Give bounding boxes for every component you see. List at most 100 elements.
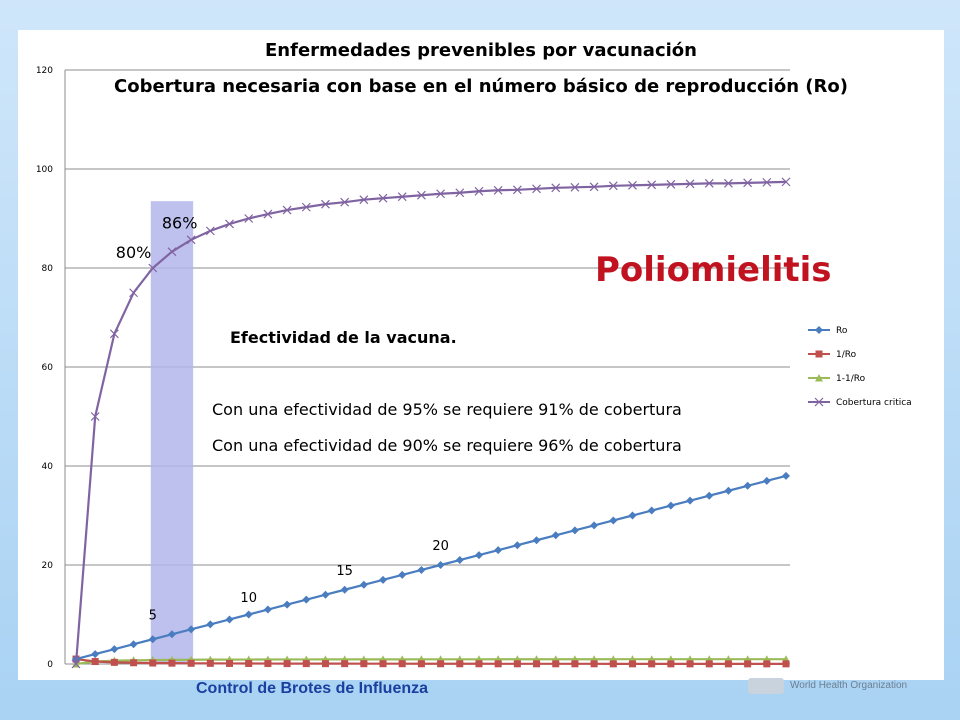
data-point [762, 177, 772, 187]
data-point [551, 183, 561, 193]
data-point [628, 180, 637, 190]
data-point [666, 501, 675, 510]
legend-marker [815, 374, 823, 382]
data-point [589, 182, 599, 192]
data-point [456, 660, 464, 668]
data-point [90, 412, 100, 421]
legend-label: 1-1/Ro [836, 374, 866, 384]
data-point [686, 496, 695, 505]
data-annotation: 86% [162, 213, 198, 232]
data-point [571, 660, 579, 668]
data-point [666, 179, 676, 189]
data-annotation: 10 [240, 591, 257, 606]
data-point [359, 195, 369, 205]
data-point [109, 329, 119, 339]
data-point [513, 660, 521, 668]
data-point [205, 226, 215, 236]
chart-subtitle: Cobertura necesaria con base en el númer… [114, 76, 848, 97]
data-point [91, 650, 100, 659]
effectiveness-line-90: Con una efectividad de 90% se requiere 9… [212, 436, 682, 455]
who-org-name: World Health Organization [790, 680, 908, 691]
data-point [110, 645, 119, 654]
data-point [648, 660, 656, 668]
legend-marker [815, 350, 823, 358]
y-tick-label: 80 [42, 264, 54, 274]
data-point [782, 471, 790, 480]
data-point [360, 660, 368, 668]
data-point [226, 659, 234, 667]
data-point [493, 185, 503, 195]
data-point [724, 660, 732, 668]
data-point [685, 179, 695, 189]
data-point [743, 178, 753, 188]
data-point [686, 660, 694, 668]
legend-label: Cobertura critica [836, 398, 912, 408]
series-line-cobertura-critica [74, 180, 787, 665]
data-point [782, 660, 790, 668]
data-point [552, 660, 560, 668]
data-point [570, 182, 580, 192]
data-point [608, 181, 618, 191]
data-point [283, 600, 292, 609]
data-annotation: 15 [336, 564, 353, 579]
who-logo: World Health Organization [748, 676, 918, 696]
data-point [398, 660, 406, 668]
data-point [149, 659, 157, 667]
slide-panel: 0 20 40 60 80 100 120 80% 86% 5 10 15 20 Ro 1/Ro 1-1/Ro… [18, 30, 944, 680]
data-point [341, 660, 349, 668]
data-point [225, 615, 234, 624]
data-point [455, 556, 464, 565]
highlight-band [150, 201, 194, 665]
chart-title: Enfermedades prevenibles por vacunación [265, 40, 697, 61]
data-point [628, 511, 637, 520]
data-point [474, 551, 483, 560]
data-point [110, 658, 118, 666]
data-point [129, 288, 138, 298]
data-point [398, 570, 407, 579]
data-point [705, 660, 713, 668]
data-point [282, 205, 292, 215]
data-point [187, 625, 196, 634]
data-point [187, 659, 195, 667]
y-tick-label: 40 [42, 462, 54, 472]
legend-label: 1/Ro [836, 350, 857, 360]
data-point [321, 590, 330, 599]
data-point [301, 202, 311, 212]
data-point [245, 660, 253, 668]
data-point [263, 209, 273, 219]
data-point [570, 526, 579, 535]
data-point [590, 660, 598, 668]
who-emblem-icon [748, 678, 784, 694]
data-point [532, 536, 541, 545]
data-point [168, 659, 176, 667]
data-annotation: 20 [432, 539, 449, 554]
data-point [436, 189, 446, 199]
y-tick-label: 0 [47, 660, 53, 670]
data-point [186, 235, 196, 245]
data-point [416, 190, 426, 200]
data-point [283, 660, 291, 668]
data-point [494, 660, 502, 668]
data-point [704, 178, 714, 188]
data-point [647, 506, 656, 515]
data-point [512, 185, 522, 195]
legend-marker [815, 326, 823, 334]
data-point [206, 659, 214, 667]
data-point [378, 193, 388, 203]
data-point [340, 585, 349, 594]
disease-label: Poliomielitis [595, 250, 832, 290]
data-point [609, 516, 618, 525]
data-point [533, 660, 541, 668]
data-point [206, 620, 215, 629]
data-point [263, 605, 272, 614]
data-point [244, 610, 253, 619]
data-point [302, 595, 311, 604]
data-point [474, 186, 484, 196]
data-point [647, 180, 657, 190]
y-tick-label: 60 [42, 363, 54, 373]
data-point [762, 476, 771, 485]
data-point [744, 660, 752, 668]
data-point [321, 199, 330, 209]
data-point [379, 575, 388, 584]
data-point [244, 214, 254, 223]
